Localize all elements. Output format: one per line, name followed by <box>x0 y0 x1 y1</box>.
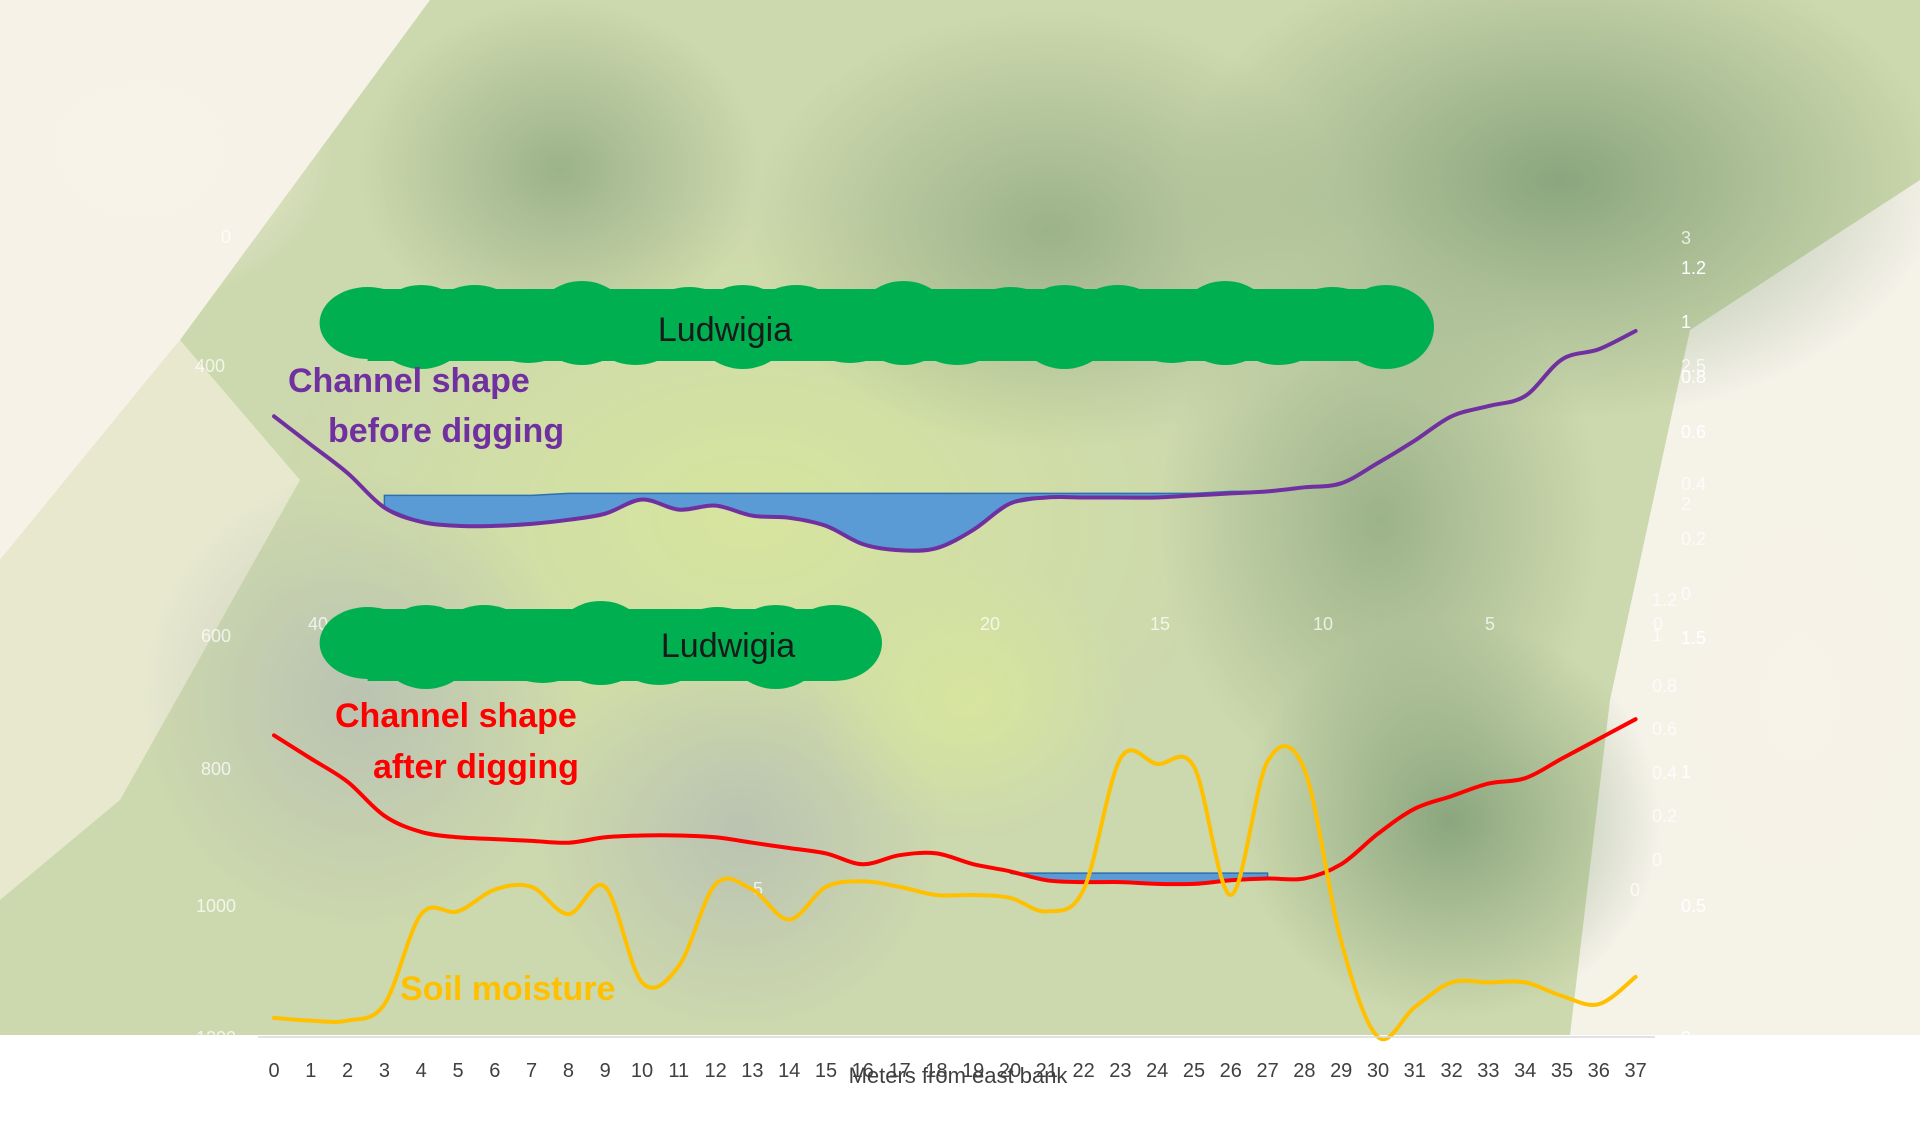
ghost-tick-label: 0.2 <box>1652 806 1677 826</box>
ghost-tick-label: 1.2 <box>1652 590 1677 610</box>
label-after-digging-2: after digging <box>373 748 579 786</box>
x-tick-label: 9 <box>600 1060 611 1082</box>
ghost-tick-label: 3 <box>1681 228 1691 248</box>
series-line-after-digging <box>272 717 1638 887</box>
ghost-tick-label: 0 <box>1681 584 1691 604</box>
ghost-tick-label: 0.4 <box>1681 474 1706 494</box>
x-tick-label: 4 <box>416 1060 427 1082</box>
x-tick-label: 10 <box>631 1060 653 1082</box>
ghost-ticks-right-bottom: 1.210.80.60.40.200 <box>1630 590 1677 900</box>
x-tick-label: 16 <box>852 1060 874 1082</box>
ghost-ticks-left: 0 400 600 800 1000 1200 <box>195 227 236 1048</box>
ghost-tick-label: 400 <box>195 356 225 376</box>
x-tick-label: 20 <box>999 1060 1021 1082</box>
label-before-digging-1: Channel shape <box>288 362 530 400</box>
label-before-digging-2: before digging <box>328 412 564 450</box>
ghost-tick-label: 5 <box>1485 614 1495 634</box>
x-tick-label: 28 <box>1293 1060 1315 1082</box>
ghost-tick-label: 600 <box>201 626 231 646</box>
ghost-tick-label: 10 <box>1313 614 1333 634</box>
x-tick-label: 6 <box>489 1060 500 1082</box>
x-tick-label: 25 <box>1183 1060 1205 1082</box>
ghost-tick-label: 15 <box>1150 614 1170 634</box>
x-tick-label: 8 <box>563 1060 574 1082</box>
right-tick-label-top: 0.8 <box>1681 367 1706 387</box>
ghost-ticks-x: 40 20 15 10 5 05 <box>308 614 1663 899</box>
ghost-tick-label: 20 <box>980 614 1000 634</box>
x-tick-label: 21 <box>1036 1060 1058 1082</box>
label-soil-moisture: Soil moisture <box>400 970 615 1008</box>
x-axis-ticks: 0 1 2 3 4 5 6 7 8 9 10 11 12 13 14 15 16 17 18 19 20 21 22 23 24… <box>268 1060 1646 1082</box>
x-tick-label: 18 <box>925 1060 947 1082</box>
ghost-tick-label: 2.5 <box>1681 356 1706 376</box>
x-tick-label: 29 <box>1330 1060 1352 1082</box>
ghost-tick-label: 1 <box>1652 625 1662 645</box>
ludwigia-band-core <box>367 289 1387 361</box>
x-tick-label: 35 <box>1551 1060 1573 1082</box>
x-tick-label: 26 <box>1220 1060 1242 1082</box>
x-tick-label: 33 <box>1477 1060 1499 1082</box>
ghost-tick-label: 2 <box>1681 494 1691 514</box>
ghost-tick-label: 40 <box>308 614 328 634</box>
ludwigia-label-top: Ludwigia <box>658 311 792 349</box>
ghost-ticks-right-top: 3 2.5 20.4 0.2 0 <box>1681 228 1706 604</box>
ghost-tick-label: 0.8 <box>1652 676 1677 696</box>
x-tick-label: 31 <box>1404 1060 1426 1082</box>
right-tick-label-top: 1 <box>1681 312 1691 332</box>
ludwigia-label-bottom: Ludwigia <box>661 627 795 665</box>
right-tick-label-top: 1.2 <box>1681 258 1706 278</box>
x-tick-label: 30 <box>1367 1060 1389 1082</box>
series-line-before-digging <box>272 329 1638 553</box>
ghost-tick-label: 0 <box>1653 614 1663 634</box>
x-tick-label: 27 <box>1256 1060 1278 1082</box>
x-tick-label: 3 <box>379 1060 390 1082</box>
ghost-tick-label: 0.2 <box>1681 529 1706 549</box>
ghost-tick-label: 1000 <box>196 896 236 916</box>
x-tick-label: 24 <box>1146 1060 1168 1082</box>
label-after-digging-1: Channel shape <box>335 697 577 735</box>
ghost-tick-label: 0 <box>221 227 231 247</box>
x-tick-label: 2 <box>342 1060 353 1082</box>
right-tick-label-bottom: 0 <box>1681 1028 1691 1048</box>
x-tick-label: 0 <box>268 1060 279 1082</box>
right-tick-label-bottom: 1 <box>1681 762 1691 782</box>
right-axis-bottom: 1.5 1 0.5 0 <box>1681 628 1706 1048</box>
x-tick-label: 14 <box>778 1060 800 1082</box>
ghost-tick-label: 0 <box>1630 880 1640 900</box>
right-tick-label-top: 0.6 <box>1681 422 1706 442</box>
x-tick-label: 12 <box>704 1060 726 1082</box>
x-tick-label: 37 <box>1624 1060 1646 1082</box>
ghost-tick-label: 0 <box>1652 850 1662 870</box>
ghost-tick-label: 800 <box>201 759 231 779</box>
x-tick-label: 13 <box>741 1060 763 1082</box>
x-tick-label: 36 <box>1588 1060 1610 1082</box>
ludwigia-band-core <box>367 609 834 681</box>
right-tick-label-bottom: 0.5 <box>1681 896 1706 916</box>
x-tick-label: 11 <box>668 1060 689 1082</box>
ghost-tick-label: 1200 <box>196 1028 236 1048</box>
ghost-tick-label: 0.4 <box>1652 763 1677 783</box>
x-tick-label: 23 <box>1109 1060 1131 1082</box>
x-tick-label: 1 <box>305 1060 316 1082</box>
x-tick-label: 7 <box>526 1060 537 1082</box>
x-tick-label: 19 <box>962 1060 984 1082</box>
x-tick-label: 15 <box>815 1060 837 1082</box>
x-tick-label: 17 <box>888 1060 910 1082</box>
ghost-tick-label: 0.6 <box>1652 719 1677 739</box>
ghost-tick-label: 5 <box>753 879 763 899</box>
x-tick-label: 32 <box>1440 1060 1462 1082</box>
x-axis-title: Meters from east bank <box>849 1063 1069 1088</box>
right-tick-label-bottom: 1.5 <box>1681 628 1706 648</box>
x-tick-label: 34 <box>1514 1060 1536 1082</box>
ludwigia-band-bottom <box>319 601 882 689</box>
x-tick-label: 5 <box>452 1060 463 1082</box>
x-tick-label: 22 <box>1072 1060 1094 1082</box>
right-axis-top: 1.2 1 0.8 0.6 <box>1681 258 1706 442</box>
ludwigia-band-top <box>319 281 1434 369</box>
